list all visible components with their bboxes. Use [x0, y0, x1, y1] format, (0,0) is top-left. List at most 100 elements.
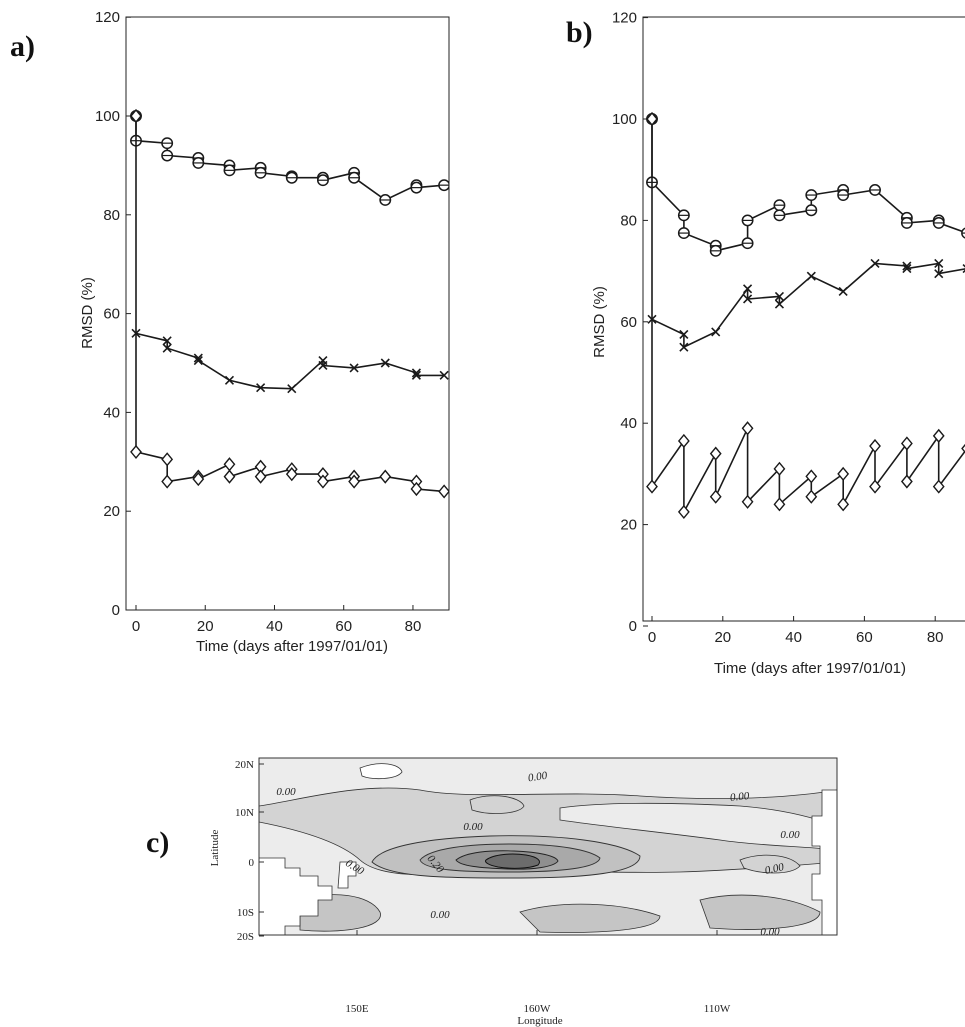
map-ytick-label: 20S: [237, 931, 254, 943]
data-point-x: [318, 360, 328, 371]
data-point-x: [902, 261, 912, 271]
panel-a-ylabel: RMSD (%): [79, 277, 96, 349]
data-point-x: [934, 258, 944, 269]
data-point-circle: [900, 216, 913, 229]
data-point-diamond: [223, 469, 236, 484]
data-point-diamond: [932, 479, 945, 494]
panel-a-xlabel: Time (days after 1997/01/01): [196, 638, 388, 655]
series-line-diamond: [651, 119, 965, 513]
data-point-diamond: [869, 438, 881, 454]
data-point-diamond: [677, 433, 690, 449]
data-point-diamond: [646, 479, 658, 494]
xtick-label: 40: [785, 629, 802, 646]
data-point-diamond: [741, 421, 754, 436]
data-point-circle: [677, 209, 690, 222]
data-point-x: [711, 327, 721, 337]
data-point-circle: [379, 194, 392, 206]
data-point-circle: [316, 174, 329, 187]
data-point-diamond: [161, 452, 174, 467]
ytick-label: 100: [612, 111, 637, 128]
ytick-label: 80: [620, 212, 637, 229]
data-point-x: [962, 263, 965, 274]
contour-label: 0.00: [463, 821, 483, 833]
data-point-diamond: [773, 461, 786, 476]
xtick-label: 60: [856, 629, 873, 646]
data-point-circle: [223, 164, 236, 177]
data-point-x: [411, 370, 421, 380]
data-point-circle: [254, 166, 267, 179]
series-line-circle: [135, 116, 445, 201]
data-point-circle: [438, 179, 449, 192]
data-point-x: [743, 294, 753, 304]
map-frame: [258, 757, 838, 936]
panel-a-frame: [125, 16, 450, 611]
data-point-diamond: [837, 466, 850, 481]
data-point-diamond: [805, 469, 818, 484]
data-point-x: [838, 286, 848, 296]
ytick-label: 60: [103, 306, 120, 323]
contour-label: 0.00: [760, 926, 780, 938]
data-point-diamond: [317, 474, 329, 489]
panel-a-label: a): [10, 30, 35, 63]
data-point-x: [162, 343, 172, 353]
data-point-diamond: [192, 471, 205, 487]
data-point-diamond: [805, 489, 818, 504]
data-point-circle: [869, 184, 881, 196]
data-point-x: [439, 370, 449, 380]
map-xtick-label: 110W: [704, 1003, 731, 1015]
contour-label: 0.00: [729, 790, 750, 804]
data-point-diamond: [709, 489, 722, 504]
ytick-label: 20: [103, 503, 120, 520]
data-point-diamond: [130, 444, 142, 460]
data-point-x: [774, 299, 785, 309]
series-line-x: [651, 262, 965, 349]
data-point-circle: [773, 199, 786, 212]
data-point-circle: [932, 216, 945, 229]
data-point-circle: [677, 227, 690, 240]
data-point-x: [679, 342, 689, 352]
ytick-label: 40: [103, 404, 120, 421]
data-point-x: [743, 284, 753, 294]
xtick-label: 60: [335, 618, 352, 635]
xtick-label: 20: [714, 629, 731, 646]
xtick-label: 0: [648, 629, 656, 646]
map-xtick-label: 150E: [345, 1003, 369, 1015]
data-point-diamond: [438, 484, 449, 499]
data-point-diamond: [161, 474, 174, 489]
xtick-label: 80: [927, 629, 944, 646]
data-point-x: [349, 363, 359, 373]
panel-b-xlabel: Time (days after 1997/01/01): [714, 660, 906, 677]
ytick-label: 60: [620, 314, 637, 331]
panel-b-frame: [642, 16, 965, 622]
data-point-diamond: [379, 469, 392, 484]
data-point-diamond: [837, 497, 850, 512]
panel-c: c) 0.00 0.00 0.00 0.00 0.00 0.00 0: [146, 757, 838, 1027]
data-point-x: [287, 384, 297, 394]
data-point-circle: [773, 209, 786, 222]
data-point-diamond: [285, 467, 298, 482]
data-point-circle: [709, 244, 722, 257]
data-point-x: [411, 368, 421, 378]
panel-b: b) 0 20 40 60 80 100 120 0 20 40 60 80 RMSD (%) Ti…: [566, 10, 965, 677]
data-point-circle: [285, 171, 298, 184]
data-point-x: [679, 329, 689, 340]
map-ytick-label: 10S: [237, 907, 254, 919]
panel-b-ylabel: RMSD (%): [591, 286, 608, 358]
data-point-diamond: [646, 111, 658, 127]
ytick-label: 40: [620, 415, 637, 432]
ytick-label: 0: [112, 602, 120, 619]
xtick-label: 40: [266, 618, 283, 635]
data-point-x: [162, 336, 172, 346]
data-point-diamond: [900, 474, 913, 489]
ytick-label: 120: [95, 9, 120, 26]
data-point-diamond: [741, 494, 754, 509]
data-point-x: [256, 383, 266, 393]
data-point-circle: [161, 137, 174, 150]
contour-map: 0.00 0.00 0.00 0.00 0.00 0.00 0.00 0.00 0.00 0.00…: [259, 758, 837, 938]
data-point-diamond: [677, 504, 690, 520]
data-point-x: [193, 353, 203, 363]
data-point-circle: [805, 204, 818, 217]
panel-b-label: b): [566, 16, 593, 49]
contour-label: 0.00: [780, 829, 800, 841]
